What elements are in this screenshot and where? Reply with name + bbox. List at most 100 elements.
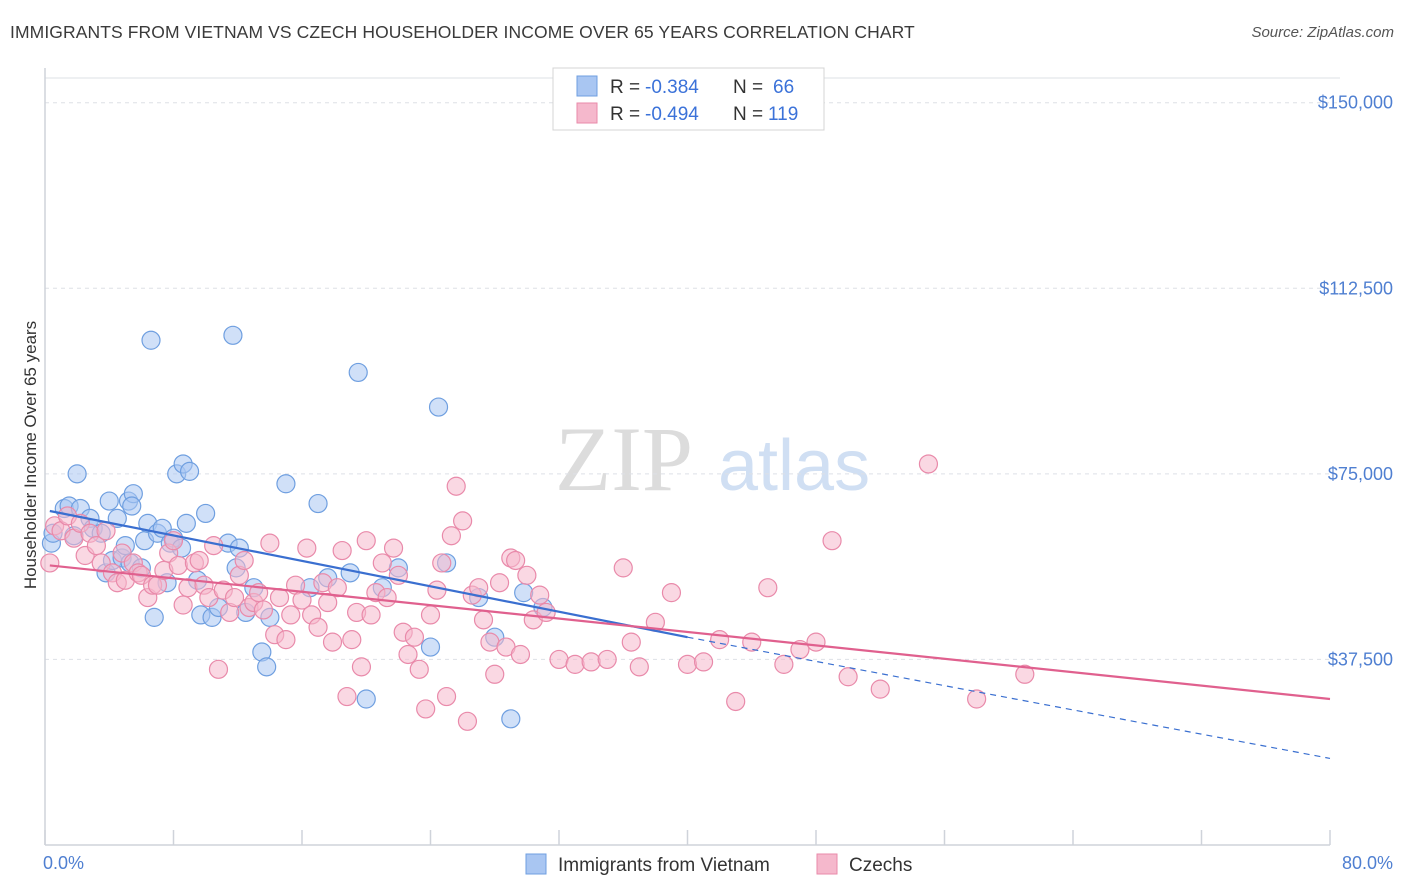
y-tick-label-3: $150,000	[1318, 93, 1393, 113]
legend-r-value-2: -0.494	[645, 104, 699, 125]
bottom-legend-label-czechs: Czechs	[849, 855, 912, 876]
czechs-point-46	[281, 605, 301, 625]
czechs-point-75	[432, 553, 452, 573]
czechs-point-115	[918, 454, 939, 474]
bottom-legend-swatch-czechs	[816, 853, 838, 875]
czechs-point-10	[96, 521, 116, 541]
czechs-point-73	[420, 605, 441, 625]
czechs-point-74	[427, 580, 447, 600]
czechs-point-70	[404, 627, 425, 647]
vietnam-point-34	[179, 461, 200, 481]
legend-n-value-2: 119	[768, 104, 798, 125]
czechs-point-0	[40, 553, 60, 573]
vietnam-point-11	[99, 491, 119, 511]
y-tick-label-2: $112,500	[1319, 278, 1393, 298]
x-tick-labels: 0.0% 80.0%	[43, 853, 1393, 873]
czechs-point-35	[224, 587, 245, 608]
czechs-point-76	[436, 686, 457, 707]
vietnam-point-51	[308, 493, 328, 514]
axes	[44, 68, 1331, 846]
czechs-point-37	[234, 550, 254, 571]
vietnam-point-63	[501, 709, 521, 729]
czechs-point-91	[517, 565, 537, 585]
czechs-point-56	[332, 540, 352, 561]
czechs-point-78	[446, 476, 466, 496]
czechs-point-42	[260, 533, 280, 553]
watermark-zip: ZIP	[555, 408, 693, 510]
bottom-legend-swatch-vietnam	[525, 853, 547, 875]
czechs-point-24	[168, 555, 188, 576]
legend-swatch-vietnam	[576, 75, 598, 97]
czechs-point-54	[322, 632, 343, 652]
trend-line-vietnam	[49, 509, 688, 639]
y-axis-label: Householder Income Over 65 years	[21, 321, 40, 589]
czechs-point-65	[377, 587, 397, 608]
czechs-point-60	[351, 657, 372, 677]
czechs-point-32	[208, 659, 229, 679]
czechs-point-93	[530, 585, 550, 605]
series-vietnam-points	[41, 325, 553, 729]
vietnam-point-47	[257, 657, 277, 677]
trend-lines	[49, 509, 1331, 759]
czechs-point-85	[485, 664, 505, 684]
bottom-legend-label-vietnam: Immigrants from Vietnam	[558, 855, 770, 876]
vietnam-point-19	[122, 496, 142, 516]
czechs-point-55	[327, 578, 347, 598]
czechs-point-84	[480, 632, 500, 652]
czechs-point-77	[441, 526, 461, 546]
chart-source: Source: ZipAtlas.com	[1251, 24, 1394, 41]
czechs-point-62	[361, 605, 381, 625]
czechs-point-49	[297, 538, 317, 558]
vietnam-point-53	[340, 563, 360, 583]
czechs-point-41	[253, 600, 274, 620]
czechs-point-118	[621, 632, 641, 652]
czechs-point-28	[189, 550, 209, 571]
czechs-point-66	[383, 538, 404, 558]
vietnam-point-24	[144, 607, 164, 627]
czechs-point-64	[372, 553, 392, 573]
czechs-point-103	[677, 654, 698, 674]
czechs-point-113	[838, 667, 858, 687]
czechs-point-96	[565, 654, 585, 674]
czechs-point-72	[416, 699, 436, 719]
czechs-point-109	[774, 654, 794, 674]
trend-line-vietnam-extrapolated	[687, 636, 1331, 759]
czechs-point-58	[342, 630, 362, 650]
vietnam-point-58	[420, 637, 441, 657]
legend-n-label-2: N =	[733, 104, 763, 125]
chart-title: IMMIGRANTS FROM VIETNAM VS CZECH HOUSEHO…	[10, 22, 915, 42]
czechs-point-25	[173, 595, 193, 615]
czechs-point-44	[269, 587, 290, 608]
czechs-point-104	[693, 652, 714, 672]
czechs-point-95	[549, 649, 569, 670]
y-tick-labels: $37,500 $75,000 $112,500 $150,000	[1318, 93, 1393, 670]
czechs-point-8	[86, 536, 107, 556]
czechs-point-51	[308, 617, 328, 637]
czechs-point-89	[506, 550, 526, 571]
czechs-point-116	[967, 689, 987, 709]
vietnam-point-37	[196, 503, 216, 524]
czechs-point-117	[1015, 664, 1035, 684]
czechs-point-45	[276, 630, 296, 650]
czechs-point-83	[473, 610, 494, 630]
series-czechs-points	[40, 454, 1035, 731]
czechs-point-71	[409, 659, 429, 679]
czechs-point-97	[581, 652, 601, 672]
series-legend: Immigrants from Vietnam Czechs	[525, 853, 912, 876]
legend-r-label-2: R =	[610, 104, 640, 125]
vietnam-point-64	[514, 583, 534, 603]
legend-n-value-1: 66	[773, 77, 794, 98]
czechs-point-112	[822, 531, 842, 551]
legend-n-label-1: N =	[733, 77, 763, 98]
vietnam-point-54	[348, 362, 368, 383]
czechs-point-111	[806, 632, 826, 652]
legend-r-label-1: R =	[610, 77, 640, 98]
vietnam-point-59	[428, 397, 449, 417]
correlation-legend: R = -0.384 N = 66 R = -0.494 N = 119	[552, 67, 825, 131]
czechs-point-61	[356, 531, 376, 551]
y-tick-label-1: $75,000	[1328, 464, 1393, 484]
czechs-point-57	[337, 686, 357, 707]
czechs-point-106	[726, 691, 746, 712]
vietnam-point-23	[141, 330, 161, 350]
legend-swatch-czechs	[576, 102, 598, 124]
